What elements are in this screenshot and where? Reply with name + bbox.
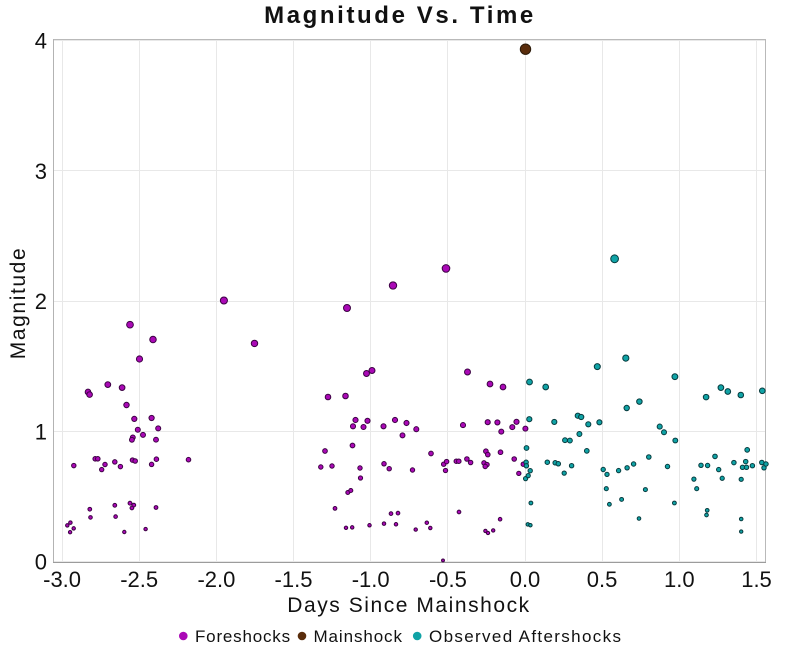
svg-text:-1.0: -1.0	[352, 567, 390, 592]
svg-text:Magnitude Vs. Time: Magnitude Vs. Time	[264, 2, 536, 29]
svg-text:Mainshock: Mainshock	[314, 627, 403, 646]
svg-text:-1.5: -1.5	[275, 567, 313, 592]
svg-text:-0.5: -0.5	[429, 567, 467, 592]
svg-text:2: 2	[35, 289, 47, 314]
svg-text:0.5: 0.5	[587, 567, 618, 592]
svg-text:Observed Aftershocks: Observed Aftershocks	[429, 627, 622, 646]
svg-text:3: 3	[35, 159, 47, 184]
svg-text:1.0: 1.0	[664, 567, 695, 592]
svg-text:1: 1	[35, 419, 47, 444]
svg-text:1.5: 1.5	[741, 567, 772, 592]
svg-text:Magnitude: Magnitude	[7, 247, 30, 359]
svg-text:4: 4	[35, 29, 47, 54]
svg-text:0.0: 0.0	[510, 567, 541, 592]
svg-text:-2.0: -2.0	[197, 567, 235, 592]
svg-text:0: 0	[35, 550, 47, 575]
svg-text:Foreshocks: Foreshocks	[195, 627, 291, 646]
svg-text:-3.0: -3.0	[43, 567, 81, 592]
svg-text:Days Since Mainshock: Days Since Mainshock	[287, 594, 530, 617]
svg-text:-2.5: -2.5	[120, 567, 158, 592]
